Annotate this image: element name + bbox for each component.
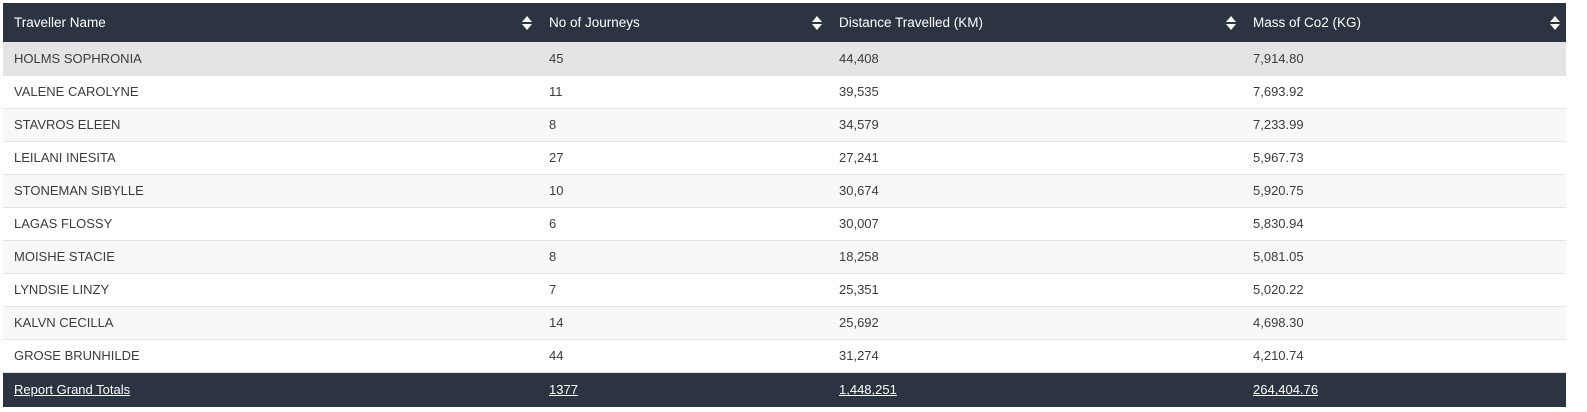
- table-body: HOLMS SOPHRONIA 45 44,408 7,914.80 VALEN…: [3, 42, 1566, 373]
- cell-distance-travelled: 18,258: [828, 240, 1242, 274]
- cell-no-of-journeys: 8: [538, 240, 828, 274]
- table-row[interactable]: HOLMS SOPHRONIA 45 44,408 7,914.80: [3, 42, 1566, 76]
- table-row[interactable]: LEILANI INESITA 27 27,241 5,967.73: [3, 141, 1566, 175]
- cell-traveller-name: GROSE BRUNHILDE: [3, 339, 538, 373]
- cell-traveller-name: STAVROS ELEEN: [3, 108, 538, 142]
- total-co2-cell: 264,404.76: [1242, 372, 1566, 407]
- cell-no-of-journeys: 8: [538, 108, 828, 142]
- table-row[interactable]: LYNDSIE LINZY 7 25,351 5,020.22: [3, 273, 1566, 307]
- total-distance-link[interactable]: 1,448,251: [839, 382, 897, 398]
- column-header-label: Traveller Name: [14, 15, 106, 30]
- cell-mass-of-co2: 5,830.94: [1242, 207, 1566, 241]
- cell-mass-of-co2: 7,693.92: [1242, 75, 1566, 109]
- table-row[interactable]: KALVN CECILLA 14 25,692 4,698.30: [3, 306, 1566, 340]
- cell-mass-of-co2: 5,081.05: [1242, 240, 1566, 274]
- total-co2-link[interactable]: 264,404.76: [1253, 382, 1319, 398]
- cell-distance-travelled: 25,692: [828, 306, 1242, 340]
- cell-traveller-name: MOISHE STACIE: [3, 240, 538, 274]
- cell-traveller-name: HOLMS SOPHRONIA: [3, 42, 538, 76]
- cell-mass-of-co2: 5,967.73: [1242, 141, 1566, 175]
- sort-icon[interactable]: [522, 15, 532, 31]
- table-row[interactable]: GROSE BRUNHILDE 44 31,274 4,210.74: [3, 339, 1566, 373]
- cell-traveller-name: LEILANI INESITA: [3, 141, 538, 175]
- grand-totals-row: Report Grand Totals 1377 1,448,251 264,4…: [3, 372, 1566, 407]
- cell-traveller-name: LAGAS FLOSSY: [3, 207, 538, 241]
- column-header-mass-of-co2[interactable]: Mass of Co2 (KG): [1242, 3, 1566, 42]
- cell-no-of-journeys: 14: [538, 306, 828, 340]
- cell-distance-travelled: 31,274: [828, 339, 1242, 373]
- cell-mass-of-co2: 4,698.30: [1242, 306, 1566, 340]
- cell-no-of-journeys: 7: [538, 273, 828, 307]
- cell-mass-of-co2: 5,020.22: [1242, 273, 1566, 307]
- column-header-label: Mass of Co2 (KG): [1253, 15, 1362, 30]
- table-row[interactable]: LAGAS FLOSSY 6 30,007 5,830.94: [3, 207, 1566, 241]
- table-row[interactable]: STONEMAN SIBYLLE 10 30,674 5,920.75: [3, 174, 1566, 208]
- grand-totals-label-link[interactable]: Report Grand Totals: [14, 382, 131, 398]
- column-header-no-of-journeys[interactable]: No of Journeys: [538, 3, 828, 42]
- total-distance-cell: 1,448,251: [828, 372, 1242, 407]
- cell-mass-of-co2: 4,210.74: [1242, 339, 1566, 373]
- table-row[interactable]: STAVROS ELEEN 8 34,579 7,233.99: [3, 108, 1566, 142]
- header-row: Traveller Name No of Journeys Distance T…: [3, 3, 1566, 42]
- cell-no-of-journeys: 45: [538, 42, 828, 76]
- cell-no-of-journeys: 44: [538, 339, 828, 373]
- cell-distance-travelled: 25,351: [828, 273, 1242, 307]
- cell-distance-travelled: 30,674: [828, 174, 1242, 208]
- cell-no-of-journeys: 6: [538, 207, 828, 241]
- table-row[interactable]: MOISHE STACIE 8 18,258 5,081.05: [3, 240, 1566, 274]
- cell-distance-travelled: 34,579: [828, 108, 1242, 142]
- cell-distance-travelled: 27,241: [828, 141, 1242, 175]
- cell-no-of-journeys: 10: [538, 174, 828, 208]
- cell-traveller-name: KALVN CECILLA: [3, 306, 538, 340]
- grand-totals-label-cell: Report Grand Totals: [3, 372, 538, 407]
- cell-distance-travelled: 44,408: [828, 42, 1242, 76]
- cell-no-of-journeys: 27: [538, 141, 828, 175]
- cell-no-of-journeys: 11: [538, 75, 828, 109]
- table-footer: Report Grand Totals 1377 1,448,251 264,4…: [3, 372, 1566, 407]
- cell-mass-of-co2: 7,914.80: [1242, 42, 1566, 76]
- cell-traveller-name: VALENE CAROLYNE: [3, 75, 538, 109]
- cell-distance-travelled: 30,007: [828, 207, 1242, 241]
- column-header-label: Distance Travelled (KM): [839, 15, 984, 30]
- column-header-traveller-name[interactable]: Traveller Name: [3, 3, 538, 42]
- column-header-label: No of Journeys: [549, 15, 640, 30]
- total-journeys-cell: 1377: [538, 372, 828, 407]
- cell-traveller-name: LYNDSIE LINZY: [3, 273, 538, 307]
- sort-icon[interactable]: [812, 15, 822, 31]
- column-header-distance-travelled[interactable]: Distance Travelled (KM): [828, 3, 1242, 42]
- sort-icon[interactable]: [1226, 15, 1236, 31]
- cell-distance-travelled: 39,535: [828, 75, 1242, 109]
- total-journeys-link[interactable]: 1377: [549, 382, 578, 398]
- cell-traveller-name: STONEMAN SIBYLLE: [3, 174, 538, 208]
- traveller-report-table-container: Traveller Name No of Journeys Distance T…: [3, 3, 1566, 407]
- sort-icon[interactable]: [1550, 15, 1560, 31]
- table-header: Traveller Name No of Journeys Distance T…: [3, 3, 1566, 42]
- traveller-report-table: Traveller Name No of Journeys Distance T…: [3, 3, 1566, 407]
- table-row[interactable]: VALENE CAROLYNE 11 39,535 7,693.92: [3, 75, 1566, 109]
- cell-mass-of-co2: 5,920.75: [1242, 174, 1566, 208]
- cell-mass-of-co2: 7,233.99: [1242, 108, 1566, 142]
